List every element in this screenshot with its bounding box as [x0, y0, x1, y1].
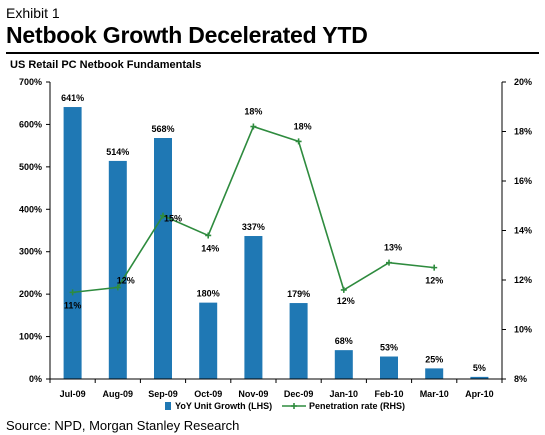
x-tick-label: Dec-09 [284, 389, 314, 399]
bar-data-label: 25% [425, 354, 443, 364]
bar-data-label: 568% [151, 124, 174, 134]
legend-bar-label: YoY Unit Growth (LHS) [175, 401, 272, 411]
legend-bar-swatch [165, 402, 171, 410]
x-tick-label: Feb-10 [374, 389, 403, 399]
penetration-marker [340, 286, 347, 293]
bar-Dec-09 [289, 303, 308, 379]
bar-data-label: 337% [242, 222, 265, 232]
line-data-label: 18% [244, 107, 262, 117]
left-tick-label: 400% [19, 204, 42, 214]
bar-Nov-09 [244, 236, 263, 379]
penetration-marker [69, 289, 76, 296]
right-tick-label: 18% [514, 127, 532, 137]
bar-data-label: 641% [61, 93, 84, 103]
right-tick-label: 14% [514, 226, 532, 236]
chart-subtitle: US Retail PC Netbook Fundamentals [10, 59, 202, 71]
x-tick-label: Mar-10 [420, 389, 449, 399]
line-data-label: 15% [164, 214, 182, 224]
exhibit-label: Exhibit 1 [6, 5, 60, 21]
bar-Feb-10 [380, 356, 398, 379]
penetration-marker [431, 264, 438, 271]
left-tick-label: 300% [19, 247, 42, 257]
line-data-label: 14% [201, 243, 219, 253]
bar-Sep-09 [154, 138, 172, 379]
bar-data-label: 179% [287, 289, 310, 299]
line-data-label: 11% [64, 300, 82, 310]
penetration-marker [386, 259, 392, 266]
right-tick-label: 12% [514, 275, 532, 285]
bar-data-label: 53% [380, 343, 398, 353]
left-tick-label: 500% [19, 162, 42, 172]
page-title: Netbook Growth Decelerated YTD [6, 22, 368, 48]
bar-data-label: 68% [335, 336, 353, 346]
right-tick-label: 20% [514, 77, 532, 87]
x-tick-label: Aug-09 [103, 389, 134, 399]
bar-Oct-09 [199, 302, 218, 379]
right-tick-label: 8% [514, 374, 527, 384]
bar-data-label: 5% [473, 363, 486, 373]
x-tick-label: Oct-09 [194, 389, 222, 399]
line-data-label: 13% [384, 243, 402, 253]
legend-line-label: Penetration rate (RHS) [309, 401, 405, 411]
bar-data-label: 180% [197, 289, 220, 299]
bar-Apr-10 [470, 376, 489, 379]
bar-Jan-10 [334, 350, 353, 379]
source-note: Source: NPD, Morgan Stanley Research [6, 418, 240, 433]
left-tick-label: 100% [19, 332, 42, 342]
penetration-marker [250, 123, 257, 130]
bar-Mar-10 [425, 368, 444, 379]
right-tick-label: 10% [514, 325, 532, 335]
line-data-label: 12% [117, 275, 135, 285]
line-data-label: 12% [425, 276, 443, 286]
right-tick-label: 16% [514, 176, 532, 186]
x-tick-label: Jul-09 [60, 389, 86, 399]
line-data-label: 12% [337, 296, 355, 306]
left-tick-label: 200% [19, 289, 42, 299]
penetration-marker [160, 212, 166, 219]
legend-line-marker [291, 403, 297, 409]
penetration-marker [114, 284, 121, 291]
x-tick-label: Apr-10 [465, 389, 494, 399]
penetration-marker [205, 232, 212, 239]
bar-Aug-09 [108, 160, 127, 379]
penetration-marker [295, 138, 302, 145]
line-data-label: 18% [294, 121, 312, 131]
title-divider [6, 52, 539, 54]
bar-Jul-09 [63, 107, 82, 379]
x-tick-label: Sep-09 [148, 389, 178, 399]
x-tick-label: Nov-09 [238, 389, 268, 399]
x-tick-label: Jan-10 [330, 389, 359, 399]
left-tick-label: 700% [19, 77, 42, 87]
bar-data-label: 514% [106, 147, 129, 157]
left-tick-label: 0% [29, 374, 42, 384]
left-tick-label: 600% [19, 119, 42, 129]
